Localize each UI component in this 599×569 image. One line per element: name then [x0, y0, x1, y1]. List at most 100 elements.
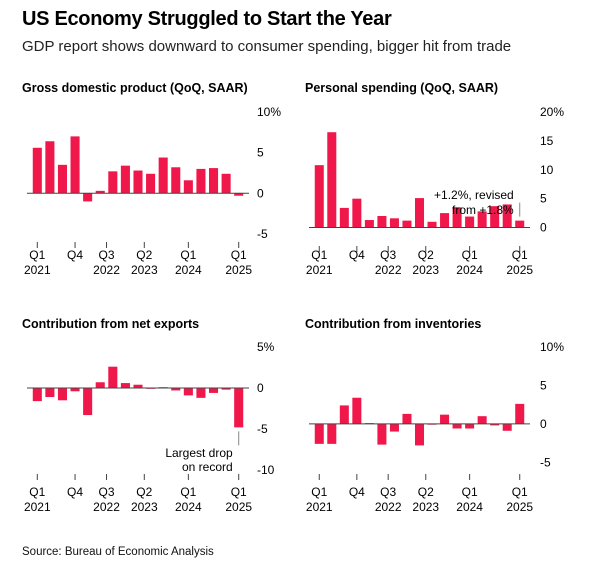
- chart-spending-x-tick-year: 2023: [412, 263, 439, 277]
- chart-net-exports-x-tick-label: Q1: [231, 485, 247, 499]
- chart-inventories-x-tick-label: Q1: [462, 485, 478, 499]
- chart-spending-bar: [364, 220, 374, 228]
- chart-spending-x-tick-label: Q4: [349, 248, 365, 262]
- chart-spending-annotation: from +1.8%: [452, 203, 514, 217]
- chart-inventories-y-tick: 0: [540, 417, 547, 431]
- chart-spending-bar: [452, 207, 462, 228]
- chart-gdp-bar: [183, 180, 193, 194]
- chart-spending-bar: [515, 220, 525, 228]
- chart-inventories-bar: [389, 423, 399, 432]
- chart-spending-x-tick-label: Q1: [512, 248, 528, 262]
- chart-net-exports-x-tick-label: Q1: [29, 485, 45, 499]
- chart-net-exports-x-tick-label: Q2: [136, 485, 152, 499]
- chart-spending-bar: [465, 216, 475, 228]
- chart-spending-title: Personal spending (QoQ, SAAR): [305, 81, 498, 95]
- chart-inventories-x-tick-year: 2025: [506, 500, 533, 514]
- chart-gdp-bar: [234, 193, 244, 196]
- chart-spending-x-tick-year: 2022: [375, 263, 402, 277]
- chart-inventories-x-tick-label: Q4: [349, 485, 365, 499]
- page-title: US Economy Struggled to Start the Year: [22, 8, 392, 30]
- chart-inventories-x-tick-label: Q1: [512, 485, 528, 499]
- chart-gdp-title: Gross domestic product (QoQ, SAAR): [22, 81, 248, 95]
- chart-spending-x-tick-label: Q3: [380, 248, 396, 262]
- chart-spending-bar: [377, 216, 387, 228]
- chart-net-exports-x-tick-label: Q4: [67, 485, 83, 499]
- chart-inventories-bar: [477, 416, 487, 424]
- chart-spending-annotation: +1.2%, revised: [434, 188, 514, 202]
- chart-inventories-bar: [490, 423, 500, 426]
- chart-spending-bar: [314, 165, 324, 228]
- chart-gdp-x-tick-label: Q4: [67, 248, 83, 262]
- chart-gdp-x-tick-label: Q2: [136, 248, 152, 262]
- chart-spending-bar: [352, 198, 362, 228]
- chart-spending-bar: [477, 211, 487, 228]
- chart-gdp-x-tick-label: Q3: [99, 248, 115, 262]
- chart-gdp-y-tick: 10%: [257, 105, 281, 119]
- chart-spending-x-tick-label: Q2: [418, 248, 434, 262]
- page-subtitle: GDP report shows downward to consumer sp…: [22, 38, 512, 55]
- chart-inventories-x-tick-label: Q3: [380, 485, 396, 499]
- chart-net-exports-x-tick-year: 2024: [175, 500, 202, 514]
- chart-inventories-x-tick-year: 2023: [412, 500, 439, 514]
- chart-inventories-x-tick-label: Q1: [311, 485, 327, 499]
- chart-net-exports-title: Contribution from net exports: [22, 317, 199, 331]
- chart-inventories-bar: [440, 414, 450, 424]
- chart-inventories-bar: [402, 413, 412, 424]
- chart-net-exports-bar: [196, 388, 206, 398]
- chart-net-exports-bar: [45, 388, 55, 398]
- chart-spending-x-tick-label: Q1: [462, 248, 478, 262]
- chart-net-exports-y-tick: 0: [257, 381, 264, 395]
- chart-inventories-y-tick: 5: [540, 378, 547, 392]
- chart-inventories-x-tick-year: 2022: [375, 500, 402, 514]
- chart-inventories-y-tick: -5: [540, 455, 551, 469]
- source-note: Source: Bureau of Economic Analysis: [22, 546, 214, 558]
- chart-spending-bar: [490, 206, 500, 228]
- chart-inventories-bar: [502, 423, 512, 431]
- chart-gdp-x-tick-year: 2022: [93, 263, 120, 277]
- chart-spending-bar: [327, 132, 337, 228]
- chart-net-exports-bar: [95, 382, 105, 388]
- chart-spending-y-tick: 0: [540, 221, 547, 235]
- chart-net-exports-annotation: Largest drop: [165, 446, 233, 460]
- chart-net-exports-x-tick-label: Q1: [180, 485, 196, 499]
- chart-gdp-x-tick-year: 2025: [225, 263, 252, 277]
- chart-gdp-bar: [32, 147, 42, 194]
- chart-net-exports-bar: [32, 388, 42, 402]
- chart-net-exports-x-tick-label: Q3: [99, 485, 115, 499]
- chart-inventories-x-tick-year: 2021: [306, 500, 333, 514]
- chart-spending-x-tick-label: Q1: [311, 248, 327, 262]
- chart-inventories-bar: [352, 397, 362, 424]
- chart-net-exports-bar: [221, 388, 231, 390]
- chart-gdp-bar: [133, 170, 143, 194]
- chart-inventories-bar: [515, 403, 525, 424]
- chart-gdp-y-tick: 5: [257, 146, 264, 160]
- chart-net-exports-bar: [171, 388, 181, 391]
- chart-gdp-x-tick-year: 2024: [175, 263, 202, 277]
- chart-gdp-bar: [146, 173, 156, 194]
- chart-gdp-bar: [95, 190, 105, 194]
- chart-gdp-bar: [57, 164, 68, 194]
- chart-net-exports-bar: [120, 383, 130, 388]
- chart-net-exports-bar: [234, 388, 244, 428]
- chart-spending-bar: [440, 213, 450, 228]
- chart-gdp-x-tick-year: 2021: [24, 263, 51, 277]
- chart-inventories-bar: [314, 423, 324, 444]
- chart-net-exports-y-tick: -10: [257, 463, 275, 477]
- chart-net-exports-x-tick-year: 2022: [93, 500, 120, 514]
- chart-gdp-bar: [158, 157, 168, 194]
- chart-net-exports-bar: [183, 388, 193, 396]
- chart-inventories-bar: [339, 405, 349, 424]
- chart-spending-x-tick-year: 2025: [506, 263, 533, 277]
- chart-net-exports-x-tick-year: 2023: [131, 500, 158, 514]
- chart-spending-bar: [402, 220, 412, 228]
- chart-inventories-bar: [465, 423, 475, 429]
- chart-spending-y-tick: 5: [540, 192, 547, 206]
- chart-net-exports-x-tick-year: 2025: [225, 500, 252, 514]
- chart-gdp-bar: [108, 171, 118, 194]
- chart-spending-bar: [339, 207, 349, 228]
- chart-spending-y-tick: 15: [540, 134, 554, 148]
- chart-net-exports-bar: [57, 388, 68, 401]
- chart-gdp-bar: [83, 193, 93, 202]
- chart-net-exports-annotation: on record: [182, 460, 233, 474]
